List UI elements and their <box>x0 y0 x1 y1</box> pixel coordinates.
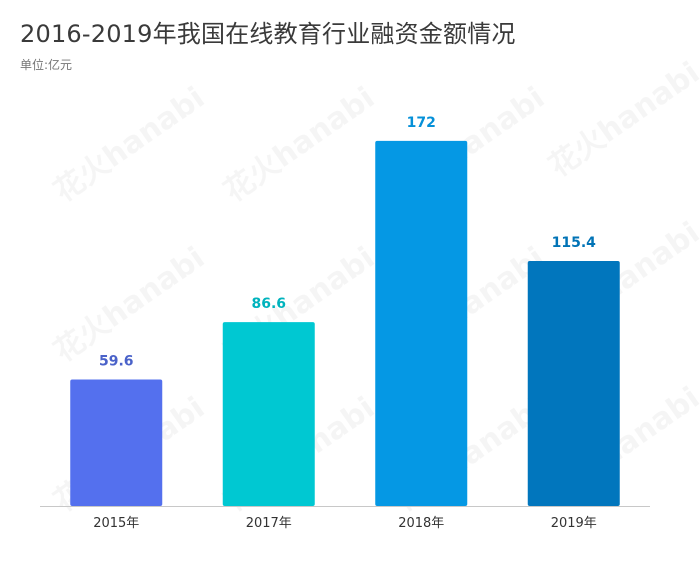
x-tick-label-2015年: 2015年 <box>93 516 139 531</box>
x-tick-label-2019年: 2019年 <box>551 516 597 531</box>
bar-2015年 <box>70 379 163 506</box>
data-label-2015年: 59.6 <box>99 353 134 369</box>
chart-subtitle: 单位:亿元 <box>20 58 73 72</box>
chart-title: 2016-2019年我国在线教育行业融资金额情况 <box>20 20 516 48</box>
data-label-2019年: 115.4 <box>552 235 597 251</box>
data-label-2017年: 86.6 <box>251 296 286 312</box>
bar-2017年 <box>222 322 315 506</box>
x-tick-label-2018年: 2018年 <box>398 516 444 531</box>
bar-2019年 <box>527 261 620 506</box>
x-tick-label-2017年: 2017年 <box>246 516 292 531</box>
data-label-2018年: 172 <box>407 115 436 131</box>
bar-2018年 <box>375 140 468 506</box>
